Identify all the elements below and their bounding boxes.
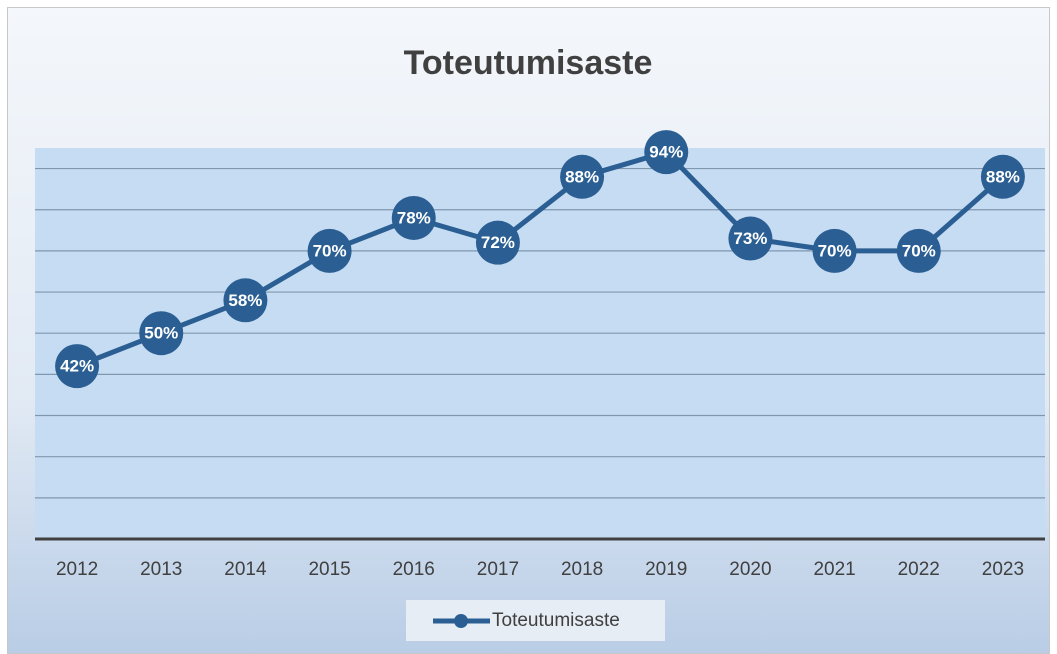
marker: [560, 154, 605, 199]
plot-area: [35, 148, 1045, 539]
x-tick-label: 2013: [140, 559, 182, 580]
x-tick-label: 2018: [561, 559, 603, 580]
x-tick-label: 2022: [898, 559, 940, 580]
marker: [896, 228, 941, 273]
data-label: 58%: [228, 291, 262, 310]
legend-label: Toteutumisaste: [492, 610, 620, 631]
x-tick-label: 2020: [729, 559, 771, 580]
data-label: 70%: [902, 241, 936, 260]
x-tick-label: 2014: [224, 559, 267, 580]
data-label: 70%: [818, 241, 852, 260]
x-tick-label: 2021: [813, 559, 855, 580]
data-label: 88%: [565, 167, 599, 186]
marker: [391, 195, 436, 240]
marker: [644, 130, 689, 175]
marker: [223, 278, 268, 323]
marker: [980, 154, 1025, 199]
marker: [139, 311, 184, 356]
marker: [307, 228, 352, 273]
marker: [475, 220, 520, 265]
data-label: 88%: [986, 167, 1020, 186]
x-tick-label: 2015: [308, 559, 350, 580]
x-tick-label: 2012: [56, 559, 98, 580]
marker: [728, 216, 773, 261]
marker: [812, 228, 857, 273]
legend-marker: [454, 614, 468, 628]
data-label: 78%: [397, 208, 431, 227]
chart-title: Toteutumisaste: [404, 44, 653, 82]
data-label: 73%: [733, 229, 767, 248]
data-label: 94%: [649, 143, 683, 162]
data-label: 50%: [144, 324, 178, 343]
marker: [55, 344, 100, 389]
x-tick-label: 2016: [393, 559, 435, 580]
x-tick-label: 2017: [477, 559, 519, 580]
data-label: 42%: [60, 357, 94, 376]
data-label: 72%: [481, 233, 515, 252]
x-tick-label: 2019: [645, 559, 687, 580]
x-tick-label: 2023: [982, 559, 1024, 580]
data-label: 70%: [313, 241, 347, 260]
